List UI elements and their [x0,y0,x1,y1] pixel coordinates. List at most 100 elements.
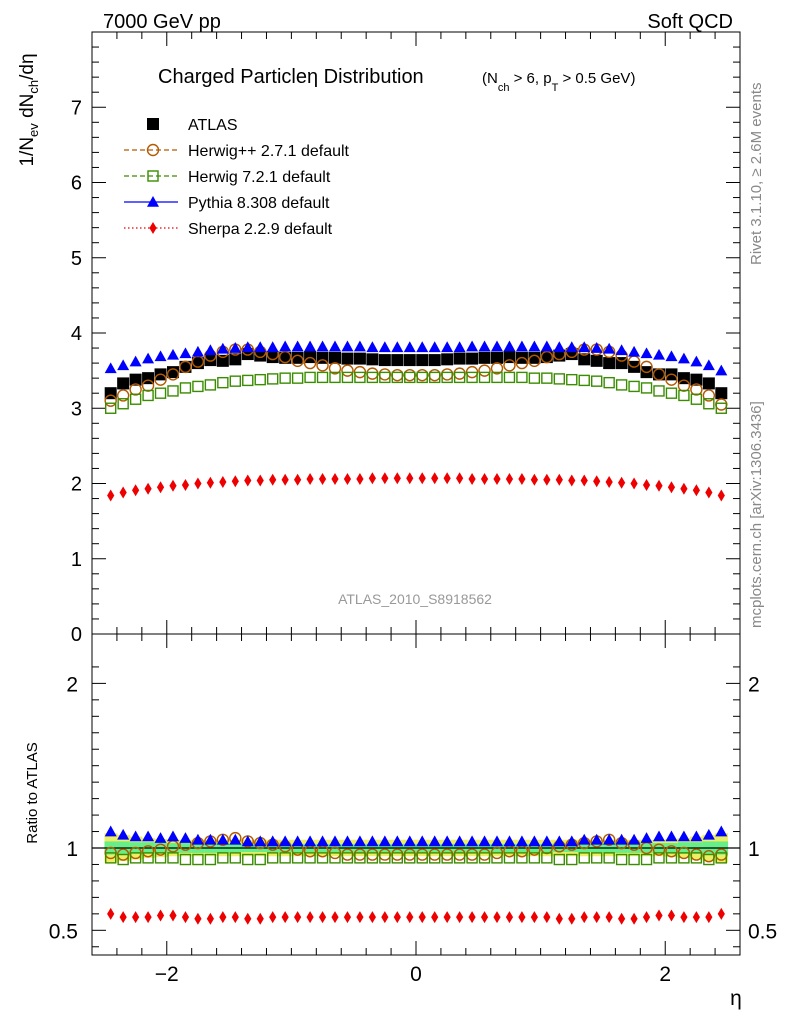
data-point [490,362,504,375]
data-point [478,852,491,864]
data-point [566,373,578,386]
data-point [378,354,391,367]
data-point [142,852,154,864]
data-point [279,852,291,864]
data-point [229,833,242,845]
main-y-axis-label: 1/Nev dNch/dη [17,53,41,166]
data-point [219,475,227,488]
legend-label: Pythia 8.308 default [188,195,330,212]
data-point [129,852,142,864]
y-tick-label: 1 [71,549,82,571]
main-series-group [104,340,728,502]
data-point [503,340,516,352]
data-point [241,341,254,353]
data-point [578,353,591,366]
data-point [590,375,603,387]
data-point [147,196,159,207]
data-point [590,354,603,367]
data-point [354,852,366,864]
data-point [353,340,366,352]
data-point [378,341,391,353]
data-point [404,371,416,384]
data-point [653,852,665,864]
data-point [640,832,653,843]
data-point [316,852,329,864]
main-title: Charged Particleη Distribution [158,66,424,88]
data-point [117,828,130,840]
data-point [416,852,428,864]
data-point [640,360,653,374]
data-point [304,371,316,384]
data-point [466,352,479,365]
data-point [553,373,566,385]
data-point [279,372,291,384]
data-point [204,833,217,845]
y-tick-label: 2 [66,673,78,696]
data-point [565,341,578,353]
data-point [453,835,466,847]
data-point [715,852,728,864]
data-point [244,912,252,925]
data-point [530,473,538,486]
data-point [194,477,202,490]
data-point [329,371,341,384]
data-point [119,486,127,499]
data-point [204,853,217,866]
data-point [167,852,179,864]
data-point [104,394,117,407]
data-point [578,374,590,387]
category-label: Soft QCD [647,11,733,33]
data-point [229,342,242,353]
ratio-y-axis-label: Ratio to ATLAS [24,742,41,843]
data-point [316,835,329,847]
data-point [443,911,451,924]
y-tick-label: 5 [71,248,82,270]
data-point [304,835,317,847]
data-point [553,341,566,353]
data-point [179,360,192,374]
data-point [291,351,304,364]
data-point [154,387,167,399]
data-point [104,825,117,837]
data-point [478,835,491,847]
data-point [406,911,414,924]
data-point [366,852,379,864]
data-point [132,484,140,497]
data-point [717,489,725,502]
data-point [254,853,266,866]
data-point [652,843,666,856]
data-point [478,364,491,377]
data-point [318,472,327,485]
data-point [491,835,503,847]
data-point [147,118,159,130]
data-point [191,833,204,845]
data-point [690,852,703,864]
data-point [428,341,441,353]
data-point [306,911,314,924]
y-tick-label: 0.5 [748,920,777,943]
data-point [690,355,703,367]
data-point [528,835,541,847]
data-point [653,368,665,381]
data-point [615,344,628,356]
data-point [216,354,229,367]
data-point [493,472,501,485]
data-point [690,373,703,386]
data-point [428,354,441,367]
legend-entry: ATLAS [147,117,238,134]
data-point [107,907,115,920]
data-point [618,476,626,489]
data-point [141,845,155,858]
data-point [453,371,466,384]
data-point [418,472,426,485]
data-point [117,377,130,390]
data-point [528,340,541,352]
data-point [428,368,441,382]
data-point [416,354,429,367]
data-point [540,340,553,352]
data-point [291,354,304,368]
data-point [441,353,454,366]
x-tick-label: 0 [410,963,422,986]
data-point [677,379,691,392]
data-point [503,371,516,384]
